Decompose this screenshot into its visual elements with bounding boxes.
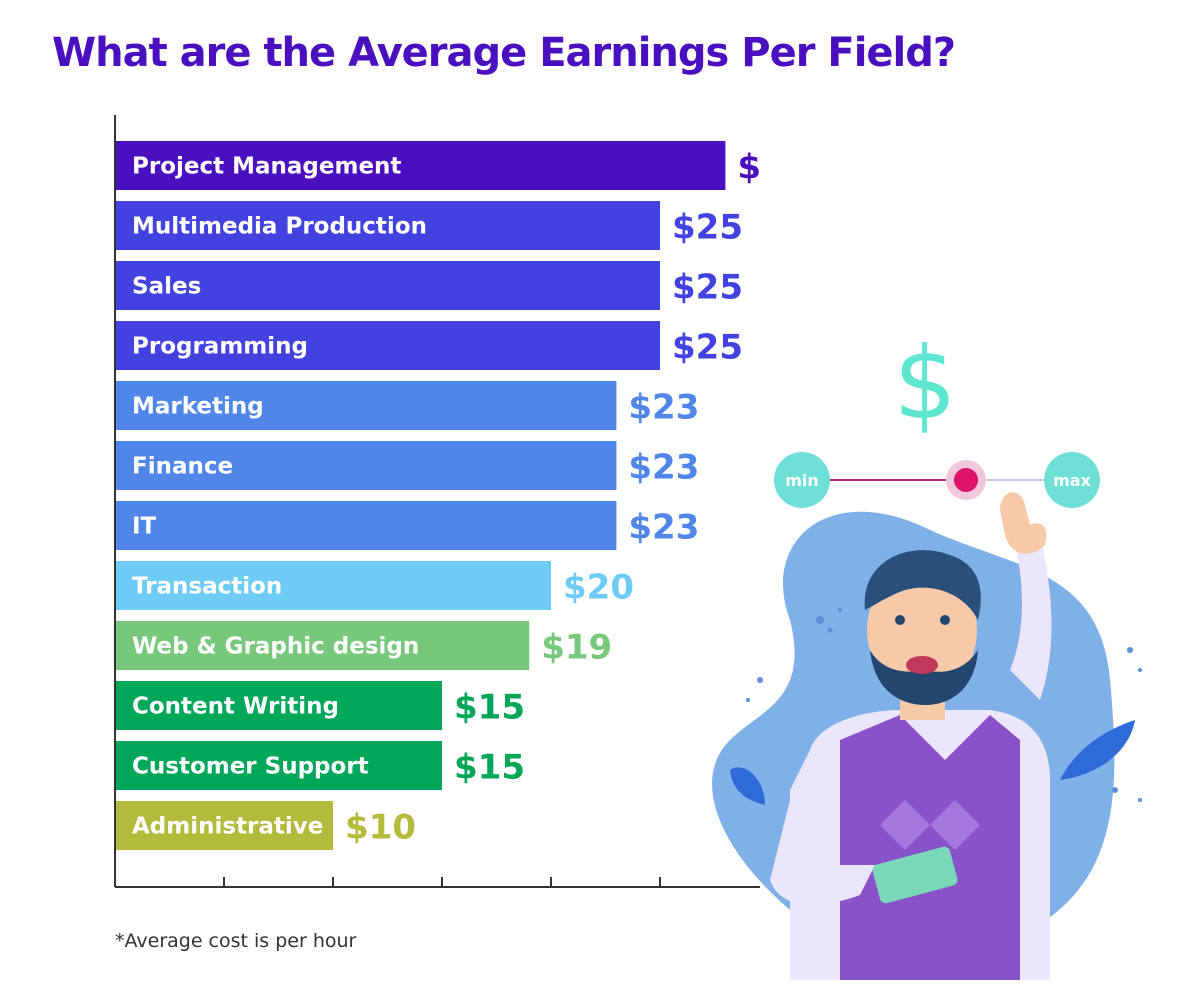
- bar-value-label-7: $20: [563, 568, 634, 608]
- bar-category-label-11: Administrative: [132, 814, 323, 840]
- bar-category-label-0: Project Management: [132, 154, 401, 180]
- man-with-slider-illustration: $ min max: [712, 325, 1142, 980]
- beard: [870, 650, 978, 705]
- raised-hand: [1000, 492, 1047, 554]
- min-button: [774, 452, 830, 508]
- bar-value-label-4: $23: [628, 388, 699, 428]
- bar-8: [115, 621, 530, 670]
- bar-5: [115, 441, 617, 490]
- max-label: max: [1053, 471, 1091, 490]
- bar-value-label-0: $28: [737, 148, 760, 188]
- chart-title: What are the Average Earnings Per Field?: [52, 30, 956, 76]
- max-button: [1044, 452, 1100, 508]
- lower-arm: [770, 800, 875, 905]
- bar-10: [115, 741, 442, 790]
- bar-value-label-8: $19: [541, 628, 612, 668]
- bar-chart: Project Management $28 Multimedia Producti…: [114, 115, 760, 888]
- bar-category-label-8: Web & Graphic design: [132, 634, 419, 660]
- bars-layer: Project Management $28 Multimedia Producti…: [115, 141, 760, 850]
- bar-7: [115, 561, 551, 610]
- chart-footnote: *Average cost is per hour: [115, 930, 357, 952]
- bar-3: [115, 321, 660, 370]
- bar-value-label-6: $23: [628, 508, 699, 548]
- hair: [864, 550, 981, 620]
- bar-category-label-9: Content Writing: [132, 694, 339, 720]
- bar-category-label-2: Sales: [132, 274, 201, 300]
- bar-category-label-6: IT: [132, 514, 157, 540]
- man-figure: [770, 492, 1052, 980]
- eye-left: [895, 615, 905, 625]
- leaf-right: [1060, 720, 1135, 780]
- bar-2: [115, 261, 660, 310]
- leaf-left: [730, 767, 765, 805]
- bar-value-label-10: $15: [454, 748, 525, 788]
- min-max-slider: min max: [774, 452, 1100, 508]
- bar-value-label-3: $25: [672, 328, 743, 368]
- bar-6: [115, 501, 617, 550]
- bar-1: [115, 201, 660, 250]
- bar-value-label-2: $25: [672, 268, 743, 308]
- bar-category-label-10: Customer Support: [132, 754, 369, 780]
- bar-category-label-3: Programming: [132, 334, 308, 360]
- bar-9: [115, 681, 442, 730]
- mouth: [906, 656, 938, 674]
- bar-0: [115, 141, 726, 190]
- vest: [840, 715, 1020, 980]
- money-stack: [872, 846, 958, 904]
- bar-value-label-5: $23: [628, 448, 699, 488]
- axis-layer: [114, 115, 760, 888]
- bar-11: [115, 801, 333, 850]
- bar-category-label-5: Finance: [132, 454, 233, 480]
- min-label: min: [785, 471, 819, 490]
- bar-value-label-9: $15: [454, 688, 525, 728]
- slider-knob: [954, 468, 978, 492]
- bar-category-label-4: Marketing: [132, 394, 264, 420]
- bar-category-label-7: Transaction: [132, 574, 282, 600]
- dollar-sign-icon: $: [893, 325, 957, 442]
- face: [867, 565, 977, 695]
- vest-pattern: [880, 800, 980, 850]
- raised-arm: [1010, 535, 1052, 700]
- bar-category-label-1: Multimedia Production: [132, 214, 427, 240]
- bar-value-label-11: $10: [345, 808, 416, 848]
- bar-4: [115, 381, 617, 430]
- bar-value-label-1: $25: [672, 208, 743, 248]
- eye-right: [940, 615, 950, 625]
